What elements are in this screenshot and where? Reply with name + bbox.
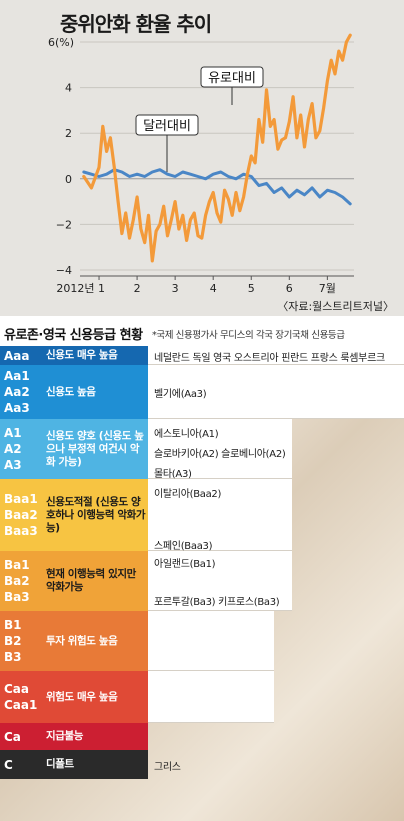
rating-codes: C (0, 750, 38, 779)
ratings-header: 유로존·영국 신용등급 현황 *국제 신용평가사 무디스의 각국 장기국채 신용… (0, 318, 404, 348)
y-tick-label: −4 (56, 264, 72, 277)
rating-row: C 디폴트 그리스 (0, 750, 404, 779)
rating-code: A2 (4, 442, 22, 456)
x-tick-label: 2 (134, 282, 141, 295)
annotation-dollar-box (135, 114, 199, 136)
rating-code: A3 (4, 458, 22, 472)
rating-codes: Caa Caa1 (0, 671, 38, 723)
rating-row: Caa Caa1 위험도 매우 높음 (0, 671, 404, 723)
y-tick-label: 2 (65, 127, 72, 140)
rating-codes: Baa1 Baa2 Baa3 (0, 479, 38, 551)
country-entry: 벨기에(Aa3) (154, 389, 207, 400)
series-line-dollar (82, 168, 352, 206)
rating-code: Ba3 (4, 590, 30, 604)
rating-code: Caa1 (4, 698, 38, 712)
country-entry: 몰타(A3) (154, 469, 192, 480)
country-entry: 슬로바키아(A2) 슬로베니아(A2) (154, 449, 286, 460)
rating-code: Aa3 (4, 401, 30, 415)
rating-codes: Ba1 Ba2 Ba3 (0, 551, 38, 611)
chart-canvas: 6(%) 4 2 0 −2 −4 2012년 1 2 3 4 5 6 7월 달러대비 유로대비 (48, 33, 354, 295)
rating-code: Ba1 (4, 558, 30, 572)
rating-codes: Ca (0, 723, 38, 750)
rating-code: C (4, 757, 13, 772)
ratings-title: 유로존·영국 신용등급 현황 (4, 328, 143, 343)
country-entry: 네덜란드 독일 영국 오스트리아 핀란드 프랑스 룩셈부르크 (154, 353, 385, 364)
annotation-dollar-label: 달러대비 (143, 119, 191, 134)
rating-description: 디폴트 (38, 750, 148, 779)
rating-row: A1 A2 A3 신용도 양호 (신용도 높으나 부정적 여건시 악화 가능) 에스토니… (0, 419, 404, 480)
exchange-rate-chart: 6(%) 4 2 0 −2 −4 2012년 1 2 3 4 5 6 7월 달러대비 유로대비 중위안화 환… (0, 0, 404, 316)
rating-code: Aaa (4, 348, 30, 363)
rating-code: Baa2 (4, 508, 38, 522)
series-line-euro (82, 33, 352, 263)
x-tick-label: 6 (286, 282, 293, 295)
y-tick-label: 4 (65, 82, 72, 95)
annotation-euro-box (200, 66, 264, 88)
rating-description: 위험도 매우 높음 (38, 671, 148, 723)
x-tick-label: 5 (248, 282, 255, 295)
rating-codes: B1 B2 B3 (0, 611, 38, 671)
rating-description: 투자 위험도 높음 (38, 611, 148, 671)
rating-codes: Aa1 Aa2 Aa3 (0, 365, 38, 419)
rating-code: Aa2 (4, 385, 30, 399)
country-entry: 에스토니아(A1) (154, 429, 219, 440)
country-entry: 스페인(Baa3) (154, 541, 213, 552)
y-tick-label: −2 (56, 218, 72, 231)
y-tick-label: 0 (65, 173, 72, 186)
rating-row: Ba1 Ba2 Ba3 현재 이행능력 있지만 악화가능 아일랜드(Ba1) 포르투갈(B… (0, 551, 404, 611)
rating-code: B2 (4, 634, 22, 648)
rating-code: Caa (4, 682, 30, 696)
rating-code: B1 (4, 618, 22, 632)
ratings-subtitle: *국제 신용평가사 무디스의 각국 장기국채 신용등급 (152, 330, 345, 341)
rating-code: B3 (4, 650, 22, 664)
x-tick-label: 2012년 1 (56, 282, 105, 295)
country-entry: 이탈리아(Baa2) (154, 489, 222, 500)
rating-row: Ca 지급불능 (0, 723, 404, 750)
y-unit-label: 6(%) (48, 36, 74, 49)
country-entry: 아일랜드(Ba1) (154, 559, 216, 570)
rating-code: Baa1 (4, 492, 38, 506)
rating-description: 신용도적절 (신용도 양호하나 이행능력 악화가능) (38, 479, 148, 551)
rating-row: Aa1 Aa2 Aa3 신용도 높음 벨기에(Aa3) (0, 365, 404, 419)
rating-code: A1 (4, 426, 22, 440)
rating-description: 현재 이행능력 있지만 악화가능 (38, 551, 148, 611)
chart-source: 〈자료:월스트리트저널〉 (277, 300, 394, 313)
rating-description: 신용도 높음 (38, 365, 148, 419)
country-entry: 그리스 (154, 761, 181, 773)
ratings-table: Aaa 신용도 매우 높음 네덜란드 독일 영국 오스트리아 핀란드 프랑스 룩셈부… (0, 346, 404, 821)
rating-code: Ca (4, 729, 21, 744)
chart-title: 중위안화 환율 추이 (60, 12, 212, 36)
rating-codes: A1 A2 A3 (0, 419, 38, 479)
rating-code: Aa1 (4, 369, 30, 383)
rating-description: 신용도 매우 높음 (38, 346, 148, 365)
rating-description: 신용도 양호 (신용도 높으나 부정적 여건시 악화 가능) (38, 419, 148, 479)
rating-row: Aaa 신용도 매우 높음 네덜란드 독일 영국 오스트리아 핀란드 프랑스 룩셈부… (0, 346, 404, 365)
rating-code: Baa3 (4, 524, 38, 538)
x-tick-label: 4 (210, 282, 217, 295)
rating-code: Ba2 (4, 574, 30, 588)
rating-codes: Aaa (0, 346, 38, 365)
rating-row: B1 B2 B3 투자 위험도 높음 (0, 611, 404, 671)
country-entry: 포르투갈(Ba3) 키프로스(Ba3) (154, 597, 280, 608)
rating-row: Baa1 Baa2 Baa3 신용도적절 (신용도 양호하나 이행능력 악화가능) 이탈… (0, 479, 404, 552)
annotation-euro-label: 유로대비 (208, 71, 256, 86)
x-tick-label: 7월 (319, 282, 336, 295)
rating-description: 지급불능 (38, 723, 148, 750)
x-tick-label: 3 (172, 282, 179, 295)
